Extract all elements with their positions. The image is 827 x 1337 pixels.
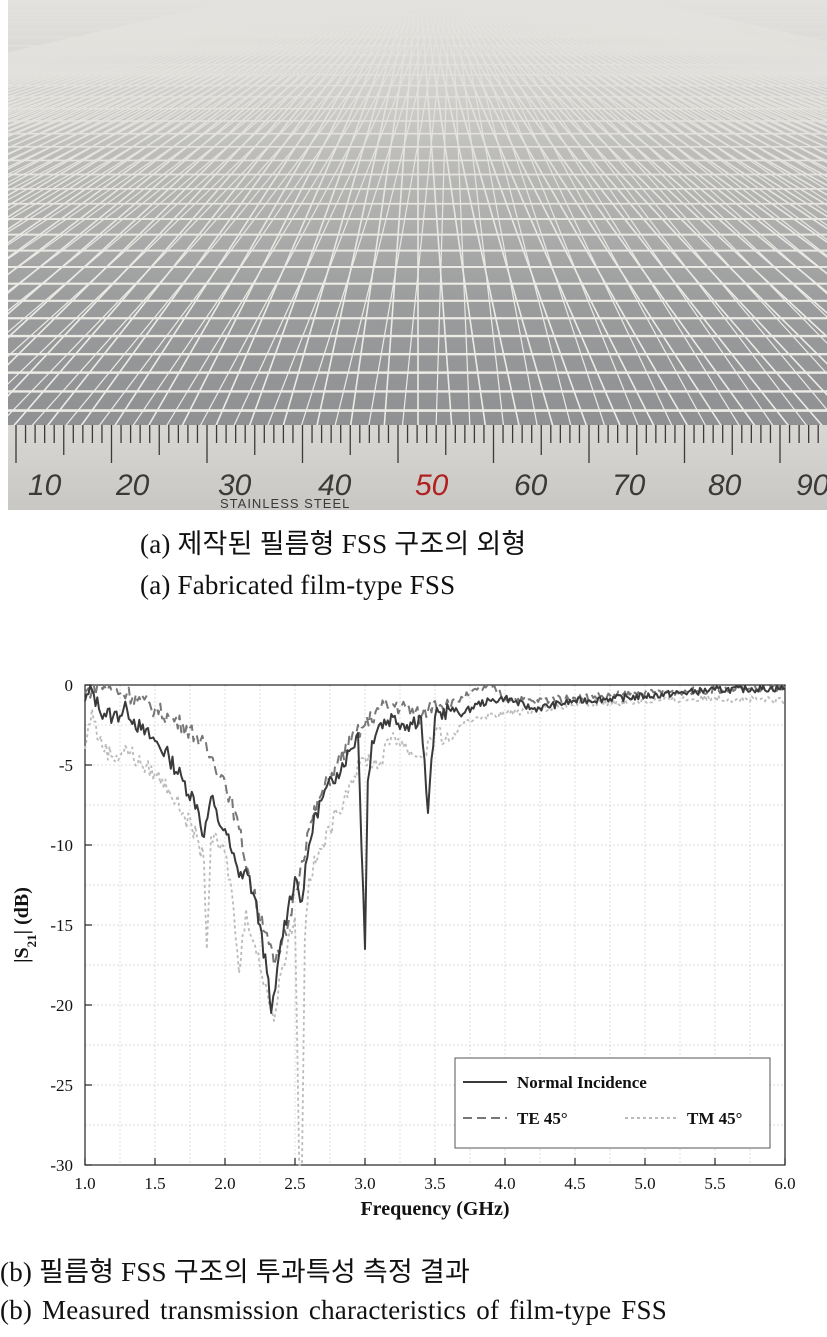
y-tick-label: -30 [50, 1156, 73, 1175]
ruler-number: 70 [612, 469, 646, 502]
legend-label-te45: TE 45° [517, 1109, 568, 1128]
y-tick-label: 0 [65, 676, 74, 695]
series-te-45 [84, 684, 786, 966]
x-tick-label: 3.5 [424, 1174, 445, 1193]
caption-a-english: (a) Fabricated film-type FSS [140, 570, 456, 600]
x-tick-label: 5.0 [634, 1174, 655, 1193]
x-tick-label: 2.0 [214, 1174, 235, 1193]
ruler-number: 50 [415, 469, 449, 502]
y-tick-label: -25 [50, 1076, 73, 1095]
x-axis-title: Frequency (GHz) [360, 1198, 509, 1220]
chart-legend: Normal Incidence TE 45° TM 45° [454, 1057, 771, 1149]
caption-a-korean: (a) 제작된 필름형 FSS 구조의 외형 [140, 529, 527, 559]
x-tick-label: 4.5 [564, 1174, 585, 1193]
legend-label-tm45: TM 45° [687, 1109, 742, 1128]
x-tick-label: 5.5 [704, 1174, 725, 1193]
y-tick-label: -20 [50, 996, 73, 1015]
ruler-number: 20 [115, 469, 150, 502]
ruler-number: 40 [318, 469, 352, 502]
x-tick-label: 4.0 [494, 1174, 515, 1193]
legend-label-normal: Normal Incidence [517, 1073, 647, 1092]
x-tick-label: 3.0 [354, 1174, 375, 1193]
x-tick-label: 1.0 [74, 1174, 95, 1193]
y-tick-label: -10 [50, 836, 73, 855]
ruler-number: 80 [708, 469, 742, 502]
series-normal-incidence [84, 684, 786, 1014]
y-tick-label: -5 [59, 756, 73, 775]
caption-b-korean: (b) 필름형 FSS 구조의 투과특성 측정 결과 [0, 1257, 470, 1287]
transmission-chart: 1.0 1.5 2.0 2.5 3.0 3.5 4.0 4.5 5.0 5.5 6.0 0 -5 -10 -… [0, 665, 827, 1245]
fss-photograph: 10 20 30 40 50 60 70 80 90 STAINLESS STEEL [8, 0, 827, 510]
ruler-number: 30 [218, 469, 252, 502]
x-tick-label: 2.5 [284, 1174, 305, 1193]
ruler-number: 60 [514, 469, 548, 502]
x-tick-label: 6.0 [774, 1174, 795, 1193]
caption-b-english: (b) Measured transmission characteristic… [0, 1295, 667, 1325]
x-tick-label: 1.5 [144, 1174, 165, 1193]
ruler-number: 10 [28, 469, 62, 502]
ruler-brand-text: STAINLESS STEEL [220, 496, 350, 510]
y-tick-label: -15 [50, 916, 73, 935]
y-axis-title: |S21| (dB) [11, 887, 39, 963]
ruler-number: 90 [796, 469, 827, 502]
